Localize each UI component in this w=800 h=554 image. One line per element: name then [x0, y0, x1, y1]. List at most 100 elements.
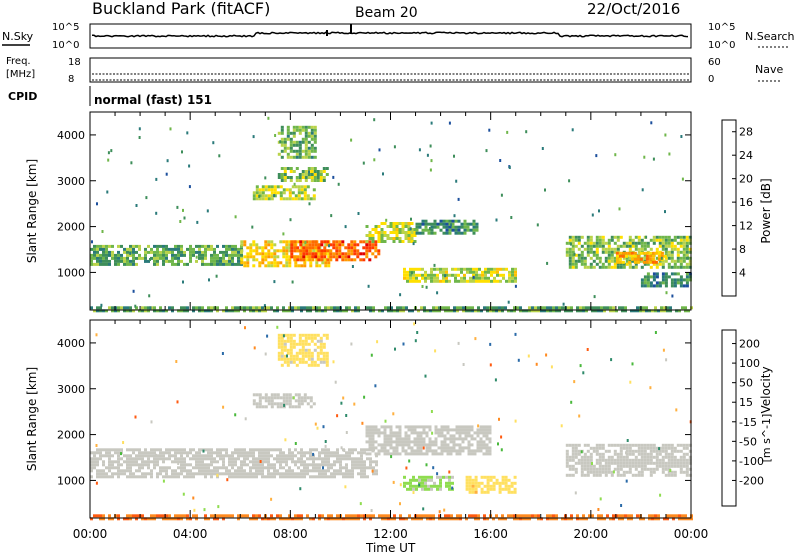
velocity-cell: [108, 460, 111, 464]
velocity-cell: [261, 472, 264, 476]
power-cell: [162, 247, 165, 251]
power-cell: [286, 176, 290, 179]
power-cell: [628, 238, 632, 242]
velocity-cell: [288, 454, 291, 458]
velocity-cell: [375, 454, 378, 458]
power-cell: [332, 246, 336, 250]
power-cell: [583, 256, 587, 260]
velocity-cell: [410, 425, 414, 429]
velocity-cell: [446, 437, 450, 441]
colorbar-tick-label: 12: [739, 220, 753, 233]
noise-speck: [489, 342, 492, 346]
velocity-cell: [243, 514, 246, 518]
velocity-cell: [619, 455, 623, 459]
power-cell: [322, 170, 326, 173]
velocity-cell: [273, 466, 276, 470]
power-cell: [633, 251, 637, 255]
power-cell: [492, 309, 495, 313]
power-cell: [305, 249, 309, 253]
velocity-cell: [216, 517, 219, 521]
velocity-cell: [438, 517, 441, 521]
velocity-cell: [404, 425, 408, 429]
noise-speck: [450, 223, 453, 227]
velocity-cell: [252, 399, 256, 403]
velocity-cell: [416, 443, 420, 447]
power-cell: [280, 125, 284, 129]
power-cell: [651, 257, 655, 261]
velocity-cell: [552, 517, 555, 521]
power-cell: [460, 231, 464, 235]
power-cell: [320, 252, 324, 256]
velocity-cell: [501, 517, 504, 521]
power-cell: [295, 143, 299, 147]
velocity-cell: [345, 469, 348, 473]
power-cell: [252, 194, 256, 198]
velocity-cell: [465, 487, 469, 491]
velocity-cell: [601, 458, 605, 462]
velocity-cell: [398, 437, 402, 441]
velocity-cell: [607, 449, 611, 453]
power-cell: [299, 240, 303, 244]
power-cell: [502, 273, 505, 277]
power-cell: [649, 265, 653, 269]
power-cell: [643, 262, 647, 266]
velocity-cell: [189, 475, 192, 479]
power-cell: [624, 251, 628, 255]
power-cell: [168, 259, 171, 263]
velocity-cell: [138, 448, 141, 452]
power-cell: [615, 257, 619, 261]
power-cell: [410, 240, 414, 243]
power-cell: [307, 146, 311, 150]
power-cell: [679, 259, 683, 263]
velocity-cell: [276, 514, 279, 518]
velocity-cell: [449, 440, 453, 444]
power-cell: [311, 246, 315, 250]
velocity-cell: [348, 517, 351, 521]
velocity-cell: [165, 472, 168, 476]
velocity-cell: [301, 351, 305, 355]
velocity-cell: [231, 466, 234, 470]
velocity-cell: [267, 460, 270, 464]
power-cell: [292, 140, 296, 144]
velocity-cell: [426, 514, 429, 518]
power-cell: [643, 247, 647, 251]
noise-speck: [430, 121, 433, 125]
velocity-cell: [664, 449, 668, 453]
power-cell: [472, 228, 476, 232]
velocity-cell: [237, 514, 240, 518]
velocity-cell: [442, 475, 445, 479]
noise-speck: [106, 190, 109, 194]
velocity-cell: [661, 467, 665, 471]
power-cell: [366, 306, 369, 310]
velocity-cell: [449, 437, 453, 441]
power-cell: [412, 276, 415, 280]
velocity-cell: [464, 437, 468, 441]
power-cell: [463, 222, 467, 226]
velocity-cell: [258, 451, 261, 455]
noise-speck: [274, 134, 277, 137]
velocity-cell: [162, 517, 165, 521]
power-cell: [368, 249, 372, 253]
velocity-cell: [96, 460, 99, 464]
velocity-cell: [383, 431, 387, 435]
velocity-cell: [604, 464, 608, 468]
velocity-cell: [301, 345, 305, 349]
velocity-cell: [619, 461, 623, 465]
power-cell: [475, 276, 478, 280]
velocity-cell: [404, 434, 408, 438]
velocity-cell: [267, 466, 270, 470]
power-cell: [280, 137, 284, 141]
y-tick-label: 3000: [57, 383, 85, 396]
velocity-cell: [429, 517, 432, 521]
velocity-cell: [389, 428, 393, 432]
velocity-cell: [198, 469, 201, 473]
nsky-line: [92, 31, 689, 38]
velocity-cell: [646, 467, 650, 471]
velocity-cell: [325, 354, 329, 358]
velocity-cell: [300, 517, 303, 521]
velocity-cell: [234, 457, 237, 461]
power-cell: [317, 243, 321, 247]
power-cell: [138, 244, 141, 248]
power-cell: [162, 259, 165, 263]
velocity-cell: [183, 475, 186, 479]
